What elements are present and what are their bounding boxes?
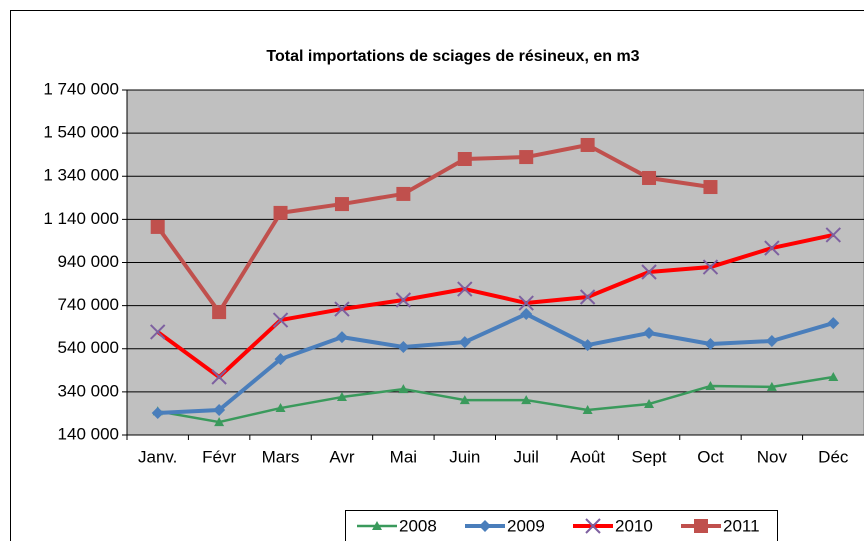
marker bbox=[214, 417, 225, 427]
chart-title: Total importations de sciages de résineu… bbox=[266, 48, 639, 65]
marker bbox=[705, 381, 716, 391]
x-tick-label: Mars bbox=[262, 447, 300, 466]
marker bbox=[150, 324, 166, 340]
marker bbox=[273, 205, 288, 220]
x-tick-label: Juil bbox=[513, 447, 539, 466]
legend-label: 2010 bbox=[615, 516, 653, 535]
y-tick-label: 1 140 000 bbox=[43, 209, 119, 228]
marker bbox=[580, 137, 595, 152]
marker bbox=[334, 197, 349, 212]
marker bbox=[518, 295, 534, 311]
x-tick-label: Janv. bbox=[138, 447, 177, 466]
x-tick-label: Déc bbox=[818, 447, 849, 466]
y-tick-label: 1 540 000 bbox=[43, 123, 119, 142]
marker bbox=[457, 152, 472, 166]
marker bbox=[520, 308, 533, 321]
marker bbox=[336, 392, 347, 402]
x-tick-label: Févr bbox=[202, 447, 236, 466]
marker bbox=[704, 338, 717, 351]
marker bbox=[642, 170, 657, 185]
marker bbox=[151, 407, 164, 420]
marker bbox=[643, 327, 656, 340]
marker bbox=[827, 317, 840, 330]
marker bbox=[334, 301, 350, 317]
x-tick-label: Oct bbox=[697, 447, 724, 466]
marker bbox=[372, 521, 382, 530]
marker bbox=[459, 395, 470, 405]
y-tick-label: 740 000 bbox=[58, 295, 119, 314]
x-tick-label: Mai bbox=[390, 447, 417, 466]
marker bbox=[479, 520, 491, 532]
marker bbox=[275, 403, 286, 413]
marker bbox=[581, 339, 594, 352]
y-tick-label: 940 000 bbox=[58, 252, 119, 271]
marker bbox=[457, 281, 473, 297]
legend-label: 2009 bbox=[507, 516, 545, 535]
marker bbox=[766, 381, 777, 391]
y-tick-label: 1 740 000 bbox=[43, 79, 119, 98]
legend-label: 2011 bbox=[723, 516, 760, 535]
marker bbox=[211, 369, 227, 385]
series-line bbox=[156, 142, 711, 315]
x-tick-label: Juin bbox=[449, 447, 480, 466]
marker bbox=[212, 305, 227, 320]
x-tick-label: Sept bbox=[632, 447, 667, 466]
marker bbox=[335, 331, 348, 344]
marker bbox=[765, 334, 778, 347]
marker bbox=[274, 353, 287, 366]
marker bbox=[828, 371, 839, 381]
marker bbox=[641, 264, 657, 280]
y-tick-label: 540 000 bbox=[58, 338, 119, 357]
marker bbox=[458, 336, 471, 349]
marker bbox=[703, 180, 718, 195]
marker bbox=[272, 312, 289, 328]
marker bbox=[395, 292, 412, 308]
marker bbox=[694, 519, 708, 533]
marker bbox=[521, 395, 532, 405]
y-tick-label: 1 340 000 bbox=[43, 166, 119, 185]
marker bbox=[644, 398, 655, 408]
marker bbox=[702, 259, 719, 275]
y-tick-label: 140 000 bbox=[58, 424, 119, 443]
series-line bbox=[157, 375, 834, 424]
marker bbox=[398, 384, 409, 394]
marker bbox=[213, 403, 226, 416]
series-line bbox=[156, 232, 834, 379]
x-tick-label: Nov bbox=[757, 447, 788, 466]
legend-label: 2008 bbox=[399, 516, 437, 535]
marker bbox=[764, 240, 780, 256]
y-tick-label: 340 000 bbox=[58, 381, 119, 400]
marker bbox=[579, 289, 596, 305]
x-tick-label: Avr bbox=[329, 447, 355, 466]
marker bbox=[825, 227, 841, 243]
marker bbox=[585, 518, 601, 534]
x-tick-label: Août bbox=[570, 447, 605, 466]
series-line bbox=[157, 312, 834, 416]
marker bbox=[582, 404, 593, 414]
marker bbox=[150, 219, 165, 234]
marker bbox=[519, 150, 534, 165]
marker bbox=[396, 186, 411, 201]
marker bbox=[397, 341, 410, 354]
